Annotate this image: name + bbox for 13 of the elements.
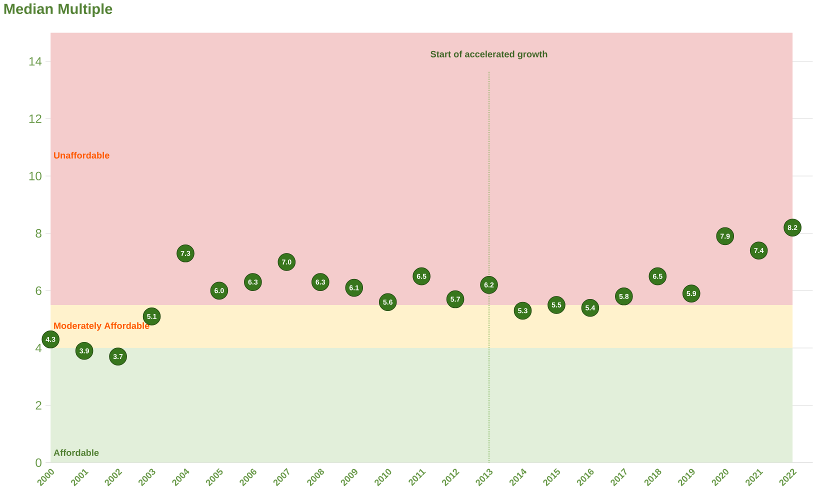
y-tick-label: 8 xyxy=(36,228,42,238)
y-tick-label: 4 xyxy=(35,344,42,352)
band-label: Unaffordable xyxy=(54,152,110,158)
y-tick-label: 2 xyxy=(36,400,42,410)
y-tick-label: 0 xyxy=(36,458,42,467)
y-tick-label: 6 xyxy=(36,286,42,295)
y-tick-label: 14 xyxy=(29,57,42,66)
band-label: Moderately Affordable xyxy=(54,322,150,331)
ref-line-label: Start of accelerated growth xyxy=(430,50,548,60)
y-tick-label: 12 xyxy=(29,114,42,123)
band-label: Affordable xyxy=(54,449,99,456)
y-tick-label: 10 xyxy=(29,172,42,180)
chart-title: Median Multiple xyxy=(4,3,112,17)
